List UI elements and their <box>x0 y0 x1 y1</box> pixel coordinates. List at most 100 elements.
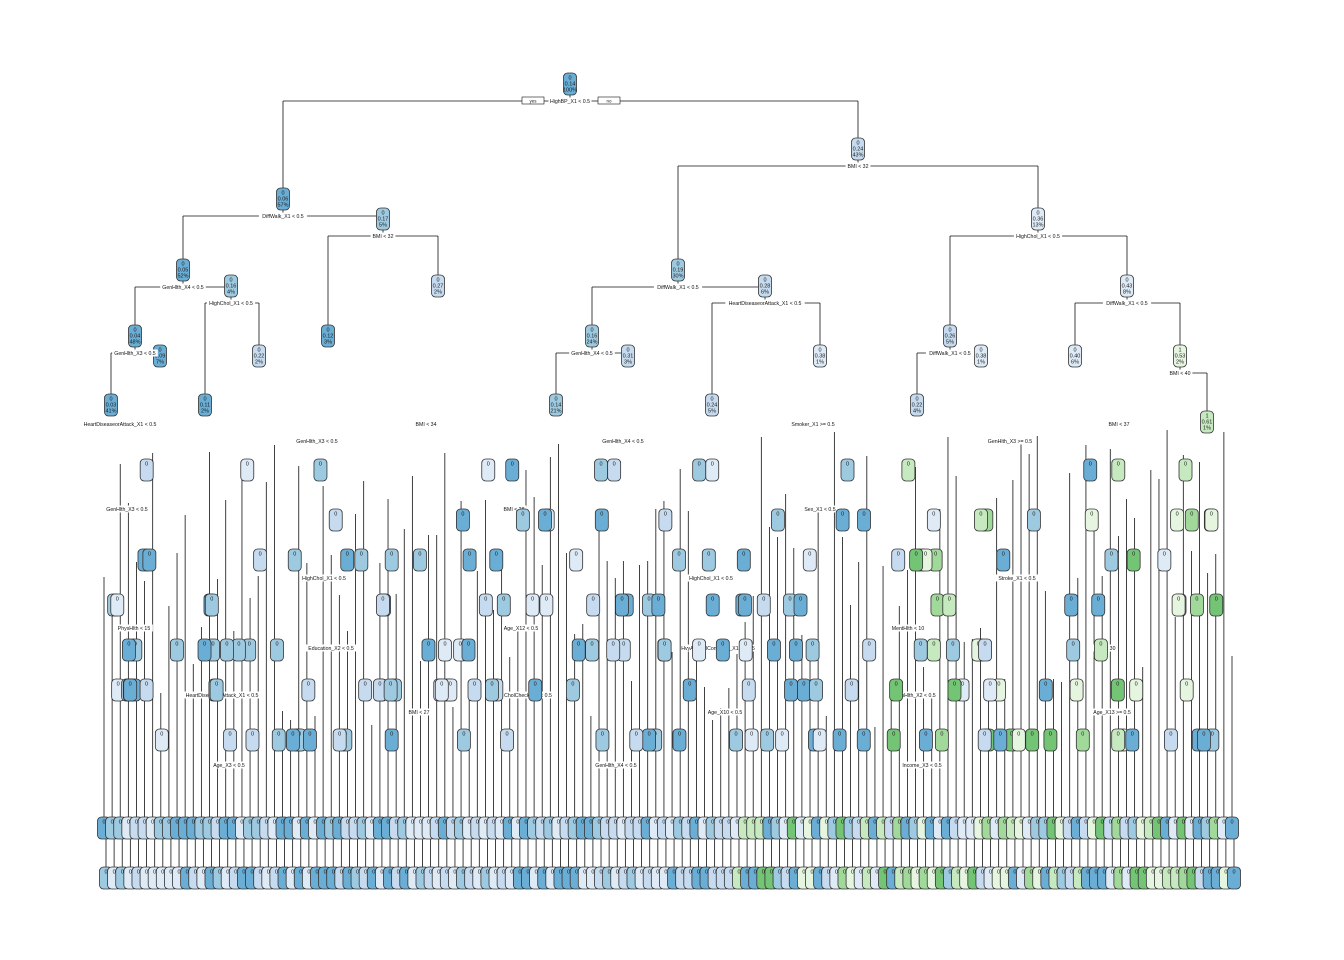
deep-node-text-0: 0 <box>979 512 982 518</box>
tree-nodes: 00.14100%00.0657%00.2443%00.0552%00.175%… <box>104 72 1214 434</box>
leaf-node-text-0: 0 <box>143 820 146 826</box>
node-n6-text-0: 0 <box>676 262 679 268</box>
deep-node-text-0: 0 <box>175 642 178 648</box>
leaf-node-text-0: 0 <box>873 820 876 826</box>
deep-node-text-0: 0 <box>1131 732 1134 738</box>
deep-node-box <box>525 593 540 617</box>
leaf-node-text-0: 0 <box>451 820 454 826</box>
deep-node-box <box>705 593 720 617</box>
leaf-node-text-0: 0 <box>1070 870 1073 876</box>
leaf-node-text-0: 0 <box>703 820 706 826</box>
deep-node: 0 <box>926 508 941 532</box>
deep-node-text-0: 0 <box>983 732 986 738</box>
deep-node: 0 <box>1091 593 1106 617</box>
deep-node-text-0: 0 <box>1169 732 1172 738</box>
node-n2-box <box>276 187 290 211</box>
deep-split-label-bg <box>115 624 153 632</box>
deep-node: 0 <box>1157 548 1172 572</box>
leaf-node-text-0: 0 <box>638 820 641 826</box>
deep-node-text-0: 0 <box>799 597 802 603</box>
deep-node: 0 <box>983 678 998 702</box>
deep-node-box <box>889 678 904 702</box>
deep-node-text-0: 0 <box>919 642 922 648</box>
node-n17-text-2: 7% <box>156 360 164 366</box>
split-label-n6: DiffWalk_X1 < 0.5 <box>657 285 698 291</box>
deep-node-text-0: 0 <box>862 732 865 738</box>
split-label-n5: BMI < 32 <box>373 234 394 240</box>
node-n16-box <box>104 393 118 417</box>
deep-node-box <box>692 638 707 662</box>
deep-node-box <box>565 678 580 702</box>
deep-node-box <box>328 508 343 532</box>
split-label-n8: GenHlth_X3 < 0.5 <box>114 351 155 357</box>
deep-node-box <box>1196 728 1211 752</box>
deep-node: 0 <box>287 548 302 572</box>
leaf-node-text-0: 0 <box>257 820 260 826</box>
leaf-node-text-0: 0 <box>599 870 602 876</box>
deep-split-label-bg <box>600 437 646 445</box>
leaf-node-text-0: 0 <box>1117 820 1120 826</box>
leaf-node-text-0: 0 <box>1232 870 1235 876</box>
deep-node-text-0: 0 <box>1177 597 1180 603</box>
yes-label-box <box>521 96 545 105</box>
deep-node-text-0: 0 <box>711 597 714 603</box>
deep-node: 0 <box>978 638 992 662</box>
deep-node: 0 <box>376 593 390 617</box>
node-n15-text-0: 0 <box>1125 278 1128 284</box>
deep-node-box <box>1075 728 1090 752</box>
leaf-node-text-0: 0 <box>973 870 976 876</box>
split-label-n4-bg <box>160 283 206 291</box>
node-n18-box <box>198 393 212 417</box>
deep-split-label-bg <box>299 574 349 582</box>
deep-node-box <box>467 678 482 702</box>
deep-node-box <box>270 638 284 662</box>
deep-node-text-0: 0 <box>688 682 691 688</box>
yes-label: yes <box>529 99 537 104</box>
node-n4-text-0: 0 <box>181 262 184 268</box>
deep-node-text-0: 0 <box>390 552 393 558</box>
node-n26-box <box>1068 344 1082 368</box>
node-n8-box <box>128 324 142 348</box>
deep-node-box <box>1069 678 1084 702</box>
deep-node-box <box>1064 593 1079 617</box>
deep-node-text-0: 0 <box>750 732 753 738</box>
node-n22-text-0: 0 <box>710 397 713 403</box>
deep-node: 0 <box>231 638 246 662</box>
deep-node-text-0: 0 <box>1032 512 1035 518</box>
node-n17-text-1: 0.09 <box>155 354 166 360</box>
deep-split-label: GenHlth_X3 < 0.5 <box>106 507 147 513</box>
deep-node-box <box>744 728 759 752</box>
node-n9-box <box>224 274 238 298</box>
leaf-node-text-0: 0 <box>1216 870 1219 876</box>
deep-node-text-0: 0 <box>275 642 278 648</box>
no-label-box <box>597 96 621 105</box>
leaf-node-text-0: 0 <box>965 870 968 876</box>
leaf-node-text-0: 0 <box>1062 870 1065 876</box>
leaf-node-text-0: 0 <box>778 870 781 876</box>
split-label-n2: DiffWalk_X1 < 0.5 <box>262 214 303 220</box>
leaf-node-text-0: 0 <box>567 870 570 876</box>
deep-node-box <box>1126 548 1141 572</box>
deep-node: 0 <box>651 593 666 617</box>
leaf-node-text-0: 0 <box>1046 870 1049 876</box>
deep-node: 0 <box>1126 548 1141 572</box>
deep-node: 0 <box>1184 508 1199 532</box>
deep-node: 0 <box>771 508 785 532</box>
deep-split-label: BMI < 37 <box>1109 422 1130 428</box>
deep-node-text-0: 0 <box>293 552 296 558</box>
deep-node-text-0: 0 <box>521 512 524 518</box>
deep-split-label-bg <box>305 644 357 652</box>
deep-node: 0 <box>891 548 906 572</box>
deep-node: 0 <box>1075 728 1090 752</box>
deep-node: 0 <box>1190 593 1204 617</box>
deep-node: 0 <box>945 638 960 662</box>
deep-node-box <box>856 728 871 752</box>
deep-node: 0 <box>1178 458 1193 482</box>
leaf-node-text-0: 0 <box>533 820 536 826</box>
deep-node-box <box>1184 508 1199 532</box>
deep-node-text-0: 0 <box>934 552 937 558</box>
leaf-node-text-0: 0 <box>322 820 325 826</box>
deep-node-text-0: 0 <box>571 682 574 688</box>
deep-node-text-0: 0 <box>657 597 660 603</box>
deep-node-text-0: 0 <box>613 462 616 468</box>
